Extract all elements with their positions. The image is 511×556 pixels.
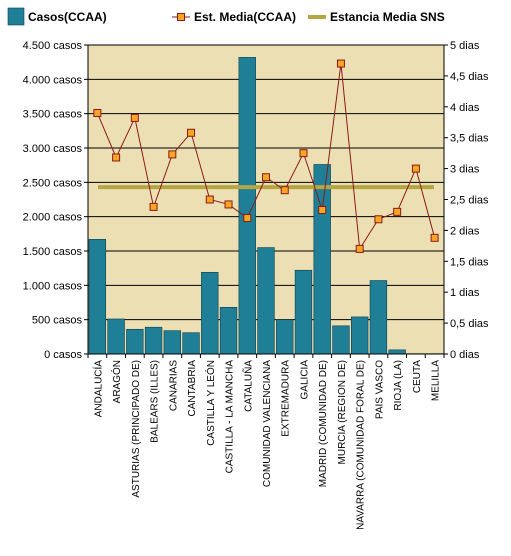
x-tick-label: ANDALUCÍA: [91, 360, 104, 418]
right-tick-label: 5 dias: [450, 40, 480, 52]
bar: [388, 349, 406, 355]
x-tick-label: RIOJA (LA): [393, 360, 404, 411]
line-marker: [411, 164, 420, 173]
line-marker: [355, 244, 364, 253]
bar: [219, 307, 238, 355]
x-tick-label: ARAGÓN: [110, 360, 123, 403]
bar: [276, 319, 294, 355]
left-tick-label: 4.000 casos: [23, 74, 83, 86]
bar: [144, 326, 163, 355]
left-tick-label: 3.000 casos: [23, 143, 83, 155]
legend-line-marker: [177, 13, 185, 21]
right-tick-label: 1,5 dias: [450, 256, 489, 268]
right-tick-label: 0 dias: [450, 349, 480, 361]
left-tick-label: 3.500 casos: [23, 109, 83, 121]
x-tick-label: EXTREMADURA: [281, 360, 292, 437]
x-tick-label: NAVARRA (COMUNIDAD FORAL DE): [356, 360, 367, 530]
left-tick-label: 500 casos: [32, 315, 83, 327]
line-marker: [299, 149, 308, 158]
line-marker: [112, 153, 121, 162]
right-tick-label: 2,5 dias: [450, 195, 489, 207]
left-tick-label: 0 casos: [44, 349, 82, 361]
line-marker: [130, 113, 139, 122]
x-tick-label: MADRID (COMUNIDAD DE): [318, 360, 329, 487]
left-tick-label: 1.000 casos: [23, 280, 83, 292]
bar: [107, 318, 125, 355]
x-tick-label: CATALUÑA: [241, 360, 254, 412]
line-marker: [336, 59, 345, 68]
line-marker: [93, 108, 102, 117]
x-tick-label: CEUTA: [412, 360, 423, 393]
right-tick-label: 0,5 dias: [450, 318, 489, 330]
x-tick-label: GALICIA: [299, 360, 310, 400]
line-marker: [187, 128, 196, 137]
x-tick-label: CANARIAS: [168, 360, 179, 411]
line-marker: [205, 195, 214, 204]
left-tick-label: 4.500 casos: [23, 40, 83, 52]
bar: [294, 269, 313, 355]
x-tick-label: CANTABRIA: [187, 360, 198, 417]
bar: [351, 316, 369, 355]
legend-bar-label: Casos(CCAA): [28, 10, 107, 24]
x-tick-label: PAIS VASCO: [374, 360, 385, 419]
bar: [182, 332, 200, 355]
legend-line-label: Est. Media(CCAA): [194, 10, 296, 24]
right-tick-label: 1 dias: [450, 287, 480, 299]
right-tick-label: 3,5 dias: [450, 133, 489, 145]
bar: [88, 239, 107, 355]
legend-ref-label: Estancia Media SNS: [330, 10, 445, 24]
bar: [163, 330, 181, 355]
x-tick-label: ASTURIAS (PRINCIPADO DE): [131, 360, 142, 498]
line-marker: [280, 186, 289, 195]
x-tick-label: MELILLA: [431, 360, 442, 401]
right-tick-label: 4 dias: [450, 102, 480, 114]
line-marker: [149, 202, 158, 211]
x-tick-label: BALEARS (ILLES): [150, 360, 161, 443]
line-marker: [393, 207, 402, 216]
right-tick-label: 4,5 dias: [450, 71, 489, 83]
line-marker: [243, 214, 252, 223]
left-tick-label: 1.500 casos: [23, 246, 83, 258]
line-marker: [262, 173, 270, 182]
line-marker: [168, 150, 177, 159]
bar: [332, 325, 350, 355]
bar: [126, 328, 144, 355]
line-marker: [318, 206, 327, 215]
left-tick-label: 2.000 casos: [23, 212, 83, 224]
x-tick-label: CASTILLA - LA MANCHA: [225, 360, 236, 474]
x-tick-label: COMUNIDAD VALENCIANA: [262, 360, 273, 487]
bar: [257, 247, 275, 355]
legend-bar-swatch: [7, 7, 25, 26]
x-tick-label: MURCIA (REGION DE): [337, 360, 348, 464]
left-tick-label: 2.500 casos: [23, 177, 83, 189]
line-marker: [430, 233, 439, 242]
line-marker: [224, 200, 233, 209]
right-tick-label: 3 dias: [450, 164, 480, 176]
bar: [369, 280, 388, 355]
line-marker: [374, 215, 383, 224]
bar: [201, 271, 219, 355]
x-tick-label: CASTILLA Y LEÓN: [204, 360, 217, 446]
right-tick-label: 2 dias: [450, 225, 480, 237]
